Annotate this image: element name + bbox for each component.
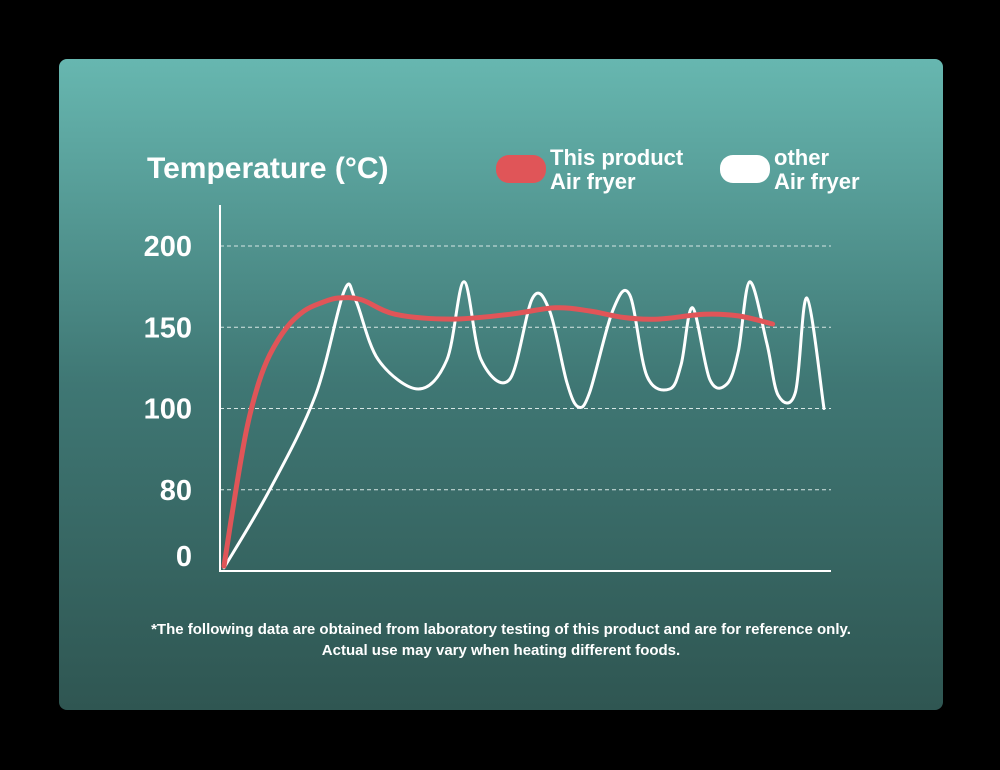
legend-label-other-line2: Air fryer	[774, 169, 860, 194]
legend: This product Air fryer other Air fryer	[496, 145, 860, 194]
y-axis-title: Temperature (°C)	[147, 152, 388, 185]
y-tick-labels: 0 80 100 150 200	[144, 231, 192, 573]
y-tick-label: 200	[144, 231, 192, 263]
y-tick-label: 100	[144, 394, 192, 426]
y-tick-label: 150	[144, 312, 192, 344]
legend-swatch-other	[720, 155, 770, 183]
legend-label-other-line1: other	[774, 145, 829, 170]
legend-label-this-product-line2: Air fryer	[550, 169, 636, 194]
y-tick-label: 0	[176, 541, 192, 573]
series-line-this-product	[221, 295, 776, 569]
temperature-chart: Temperature (°C) This product Air fryer …	[144, 145, 860, 573]
series-line-other	[222, 280, 826, 570]
grid-lines	[220, 245, 831, 491]
legend-swatch-this-product	[496, 155, 546, 183]
footnote-line-1: *The following data are obtained from la…	[151, 621, 851, 638]
legend-label-this-product-line1: This product	[550, 145, 684, 170]
chart-card: Temperature (°C) This product Air fryer …	[59, 59, 943, 710]
footnote-line-2: Actual use may vary when heating differe…	[321, 642, 681, 659]
footnote: *The following data are obtained from la…	[59, 619, 943, 661]
y-tick-label: 80	[160, 475, 192, 507]
